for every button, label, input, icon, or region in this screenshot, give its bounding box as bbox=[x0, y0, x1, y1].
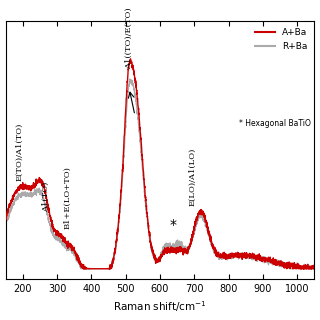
Text: A1((TO)/E(TO): A1((TO)/E(TO) bbox=[125, 8, 133, 69]
Text: *: * bbox=[169, 218, 176, 232]
Text: E(TO)/A1(TO): E(TO)/A1(TO) bbox=[15, 122, 23, 180]
Text: A1(TO): A1(TO) bbox=[42, 182, 50, 212]
Text: B1+E(LO+TO): B1+E(LO+TO) bbox=[63, 166, 71, 229]
Text: E(LO)/A1(LO): E(LO)/A1(LO) bbox=[188, 148, 196, 206]
Text: * Hexagonal BaTiO: * Hexagonal BaTiO bbox=[239, 119, 311, 128]
X-axis label: Raman shift/cm$^{-1}$: Raman shift/cm$^{-1}$ bbox=[113, 300, 207, 315]
Legend: A+Ba, R+Ba: A+Ba, R+Ba bbox=[252, 26, 310, 53]
